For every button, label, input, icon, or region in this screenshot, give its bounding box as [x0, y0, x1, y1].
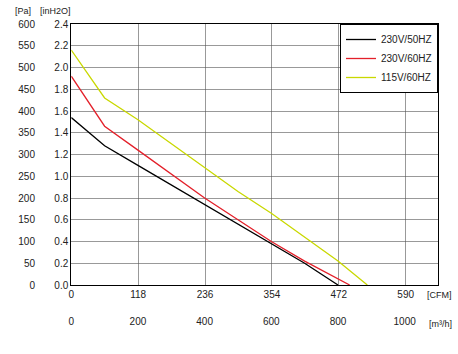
svg-text:200: 200 — [18, 193, 35, 204]
svg-text:1.4: 1.4 — [54, 127, 68, 138]
svg-text:100: 100 — [18, 236, 35, 247]
svg-text:600: 600 — [263, 316, 280, 327]
svg-text:1.2: 1.2 — [54, 149, 68, 160]
svg-text:472: 472 — [330, 289, 347, 300]
svg-text:0.4: 0.4 — [54, 236, 68, 247]
svg-text:236: 236 — [197, 289, 214, 300]
svg-text:0: 0 — [68, 289, 74, 300]
svg-text:400: 400 — [18, 106, 35, 117]
svg-text:450: 450 — [18, 84, 35, 95]
svg-text:0.8: 0.8 — [54, 193, 68, 204]
svg-text:200: 200 — [130, 316, 147, 327]
svg-text:1000: 1000 — [394, 316, 417, 327]
svg-text:230V/60HZ: 230V/60HZ — [381, 53, 432, 64]
svg-text:590: 590 — [397, 289, 414, 300]
svg-text:0: 0 — [29, 280, 35, 291]
svg-text:800: 800 — [330, 316, 347, 327]
svg-text:2.0: 2.0 — [54, 62, 68, 73]
svg-text:2.4: 2.4 — [54, 19, 68, 30]
svg-text:0.0: 0.0 — [54, 280, 68, 291]
svg-text:118: 118 — [130, 289, 146, 300]
svg-text:354: 354 — [264, 289, 281, 300]
svg-text:300: 300 — [18, 149, 35, 160]
svg-text:0.6: 0.6 — [54, 214, 68, 225]
svg-text:150: 150 — [18, 214, 35, 225]
svg-text:600: 600 — [18, 19, 35, 30]
svg-text:[m³/h]: [m³/h] — [429, 319, 452, 329]
svg-text:1.0: 1.0 — [54, 171, 68, 182]
svg-text:230V/50HZ: 230V/50HZ — [381, 34, 432, 45]
svg-text:1.8: 1.8 — [54, 84, 68, 95]
svg-text:[CFM]: [CFM] — [427, 290, 452, 300]
svg-text:0.2: 0.2 — [54, 258, 68, 269]
svg-text:550: 550 — [18, 40, 35, 51]
svg-text:0: 0 — [68, 316, 74, 327]
svg-text:250: 250 — [18, 171, 35, 182]
svg-text:1.6: 1.6 — [54, 106, 68, 117]
svg-text:[Pa]: [Pa] — [15, 6, 31, 16]
svg-text:[inH2O]: [inH2O] — [40, 6, 71, 16]
svg-text:50: 50 — [24, 258, 36, 269]
svg-text:115V/60HZ: 115V/60HZ — [381, 72, 431, 83]
svg-text:400: 400 — [196, 316, 213, 327]
svg-text:500: 500 — [18, 62, 35, 73]
svg-text:350: 350 — [18, 127, 35, 138]
svg-text:2.2: 2.2 — [54, 40, 68, 51]
